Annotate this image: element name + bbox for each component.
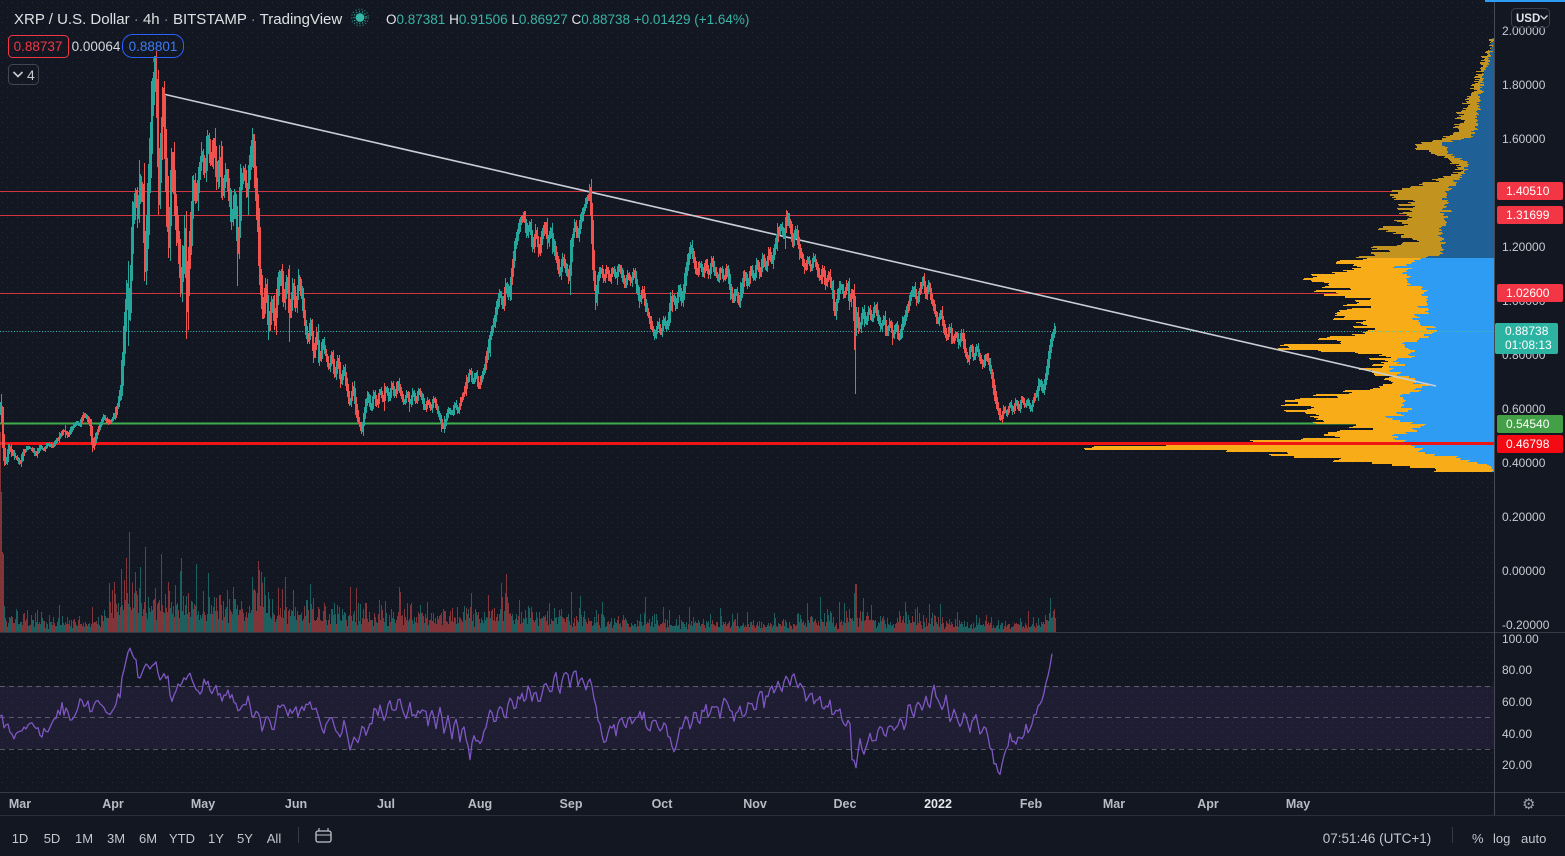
svg-text:1.60000: 1.60000 <box>1502 132 1546 146</box>
svg-text:USD: USD <box>1516 13 1540 25</box>
svg-text:1.31699: 1.31699 <box>1506 208 1550 222</box>
svg-text:1.80000: 1.80000 <box>1502 78 1546 92</box>
svg-text:0.00064: 0.00064 <box>72 39 121 54</box>
svg-text:60.00: 60.00 <box>1502 695 1532 709</box>
svg-text:Oct: Oct <box>652 797 674 811</box>
svg-text:Jun: Jun <box>285 797 307 811</box>
svg-text:20.00: 20.00 <box>1502 758 1532 772</box>
svg-text:07:51:46 (UTC+1): 07:51:46 (UTC+1) <box>1323 831 1431 846</box>
svg-text:5Y: 5Y <box>237 831 253 846</box>
svg-text:Mar: Mar <box>9 797 31 811</box>
svg-text:May: May <box>191 797 215 811</box>
svg-text:Sep: Sep <box>560 797 583 811</box>
svg-text:2.00000: 2.00000 <box>1502 24 1546 38</box>
svg-text:Aug: Aug <box>468 797 492 811</box>
svg-text:-0.20000: -0.20000 <box>1502 618 1550 632</box>
svg-text:80.00: 80.00 <box>1502 663 1532 677</box>
svg-text:Apr: Apr <box>102 797 124 811</box>
svg-text:Jul: Jul <box>377 797 395 811</box>
svg-text:log: log <box>1493 831 1510 846</box>
svg-text:O0.87381 H0.91506 L0.86927 C0.: O0.87381 H0.91506 L0.86927 C0.88738 +0.0… <box>386 12 749 27</box>
svg-text:May: May <box>1286 797 1310 811</box>
svg-text:1.20000: 1.20000 <box>1502 240 1546 254</box>
svg-text:3M: 3M <box>107 831 125 846</box>
svg-text:1.02600: 1.02600 <box>1506 286 1550 300</box>
svg-text:All: All <box>267 831 282 846</box>
svg-text:1.40510: 1.40510 <box>1506 184 1550 198</box>
svg-text:Nov: Nov <box>743 797 767 811</box>
svg-text:Mar: Mar <box>1103 797 1125 811</box>
svg-text:0.40000: 0.40000 <box>1502 456 1546 470</box>
svg-text:0.88801: 0.88801 <box>129 39 178 54</box>
svg-text:0.88737: 0.88737 <box>14 39 63 54</box>
svg-text:1Y: 1Y <box>208 831 224 846</box>
svg-text:0.46798: 0.46798 <box>1506 437 1550 451</box>
svg-text:2022: 2022 <box>924 797 952 811</box>
svg-text:0.54540: 0.54540 <box>1506 417 1550 431</box>
svg-text:40.00: 40.00 <box>1502 727 1532 741</box>
svg-text:0.20000: 0.20000 <box>1502 510 1546 524</box>
svg-text:100.00: 100.00 <box>1502 632 1539 646</box>
svg-text:Dec: Dec <box>834 797 857 811</box>
svg-text:%: % <box>1472 831 1484 846</box>
svg-text:0.00000: 0.00000 <box>1502 564 1546 578</box>
svg-text:4: 4 <box>27 67 35 83</box>
svg-text:0.60000: 0.60000 <box>1502 402 1546 416</box>
svg-text:1D: 1D <box>12 831 29 846</box>
svg-text:1M: 1M <box>75 831 93 846</box>
svg-text:YTD: YTD <box>169 831 195 846</box>
svg-text:6M: 6M <box>139 831 157 846</box>
svg-text:0.88738: 0.88738 <box>1505 324 1549 338</box>
svg-text:Apr: Apr <box>1197 797 1219 811</box>
svg-text:5D: 5D <box>44 831 61 846</box>
svg-text:⚙: ⚙ <box>1522 796 1535 813</box>
svg-text:XRP / U.S. Dollar · 4h · BITST: XRP / U.S. Dollar · 4h · BITSTAMP · Trad… <box>14 11 342 28</box>
svg-text:01:08:13: 01:08:13 <box>1505 338 1552 352</box>
svg-text:auto: auto <box>1521 831 1546 846</box>
svg-text:Feb: Feb <box>1020 797 1043 811</box>
